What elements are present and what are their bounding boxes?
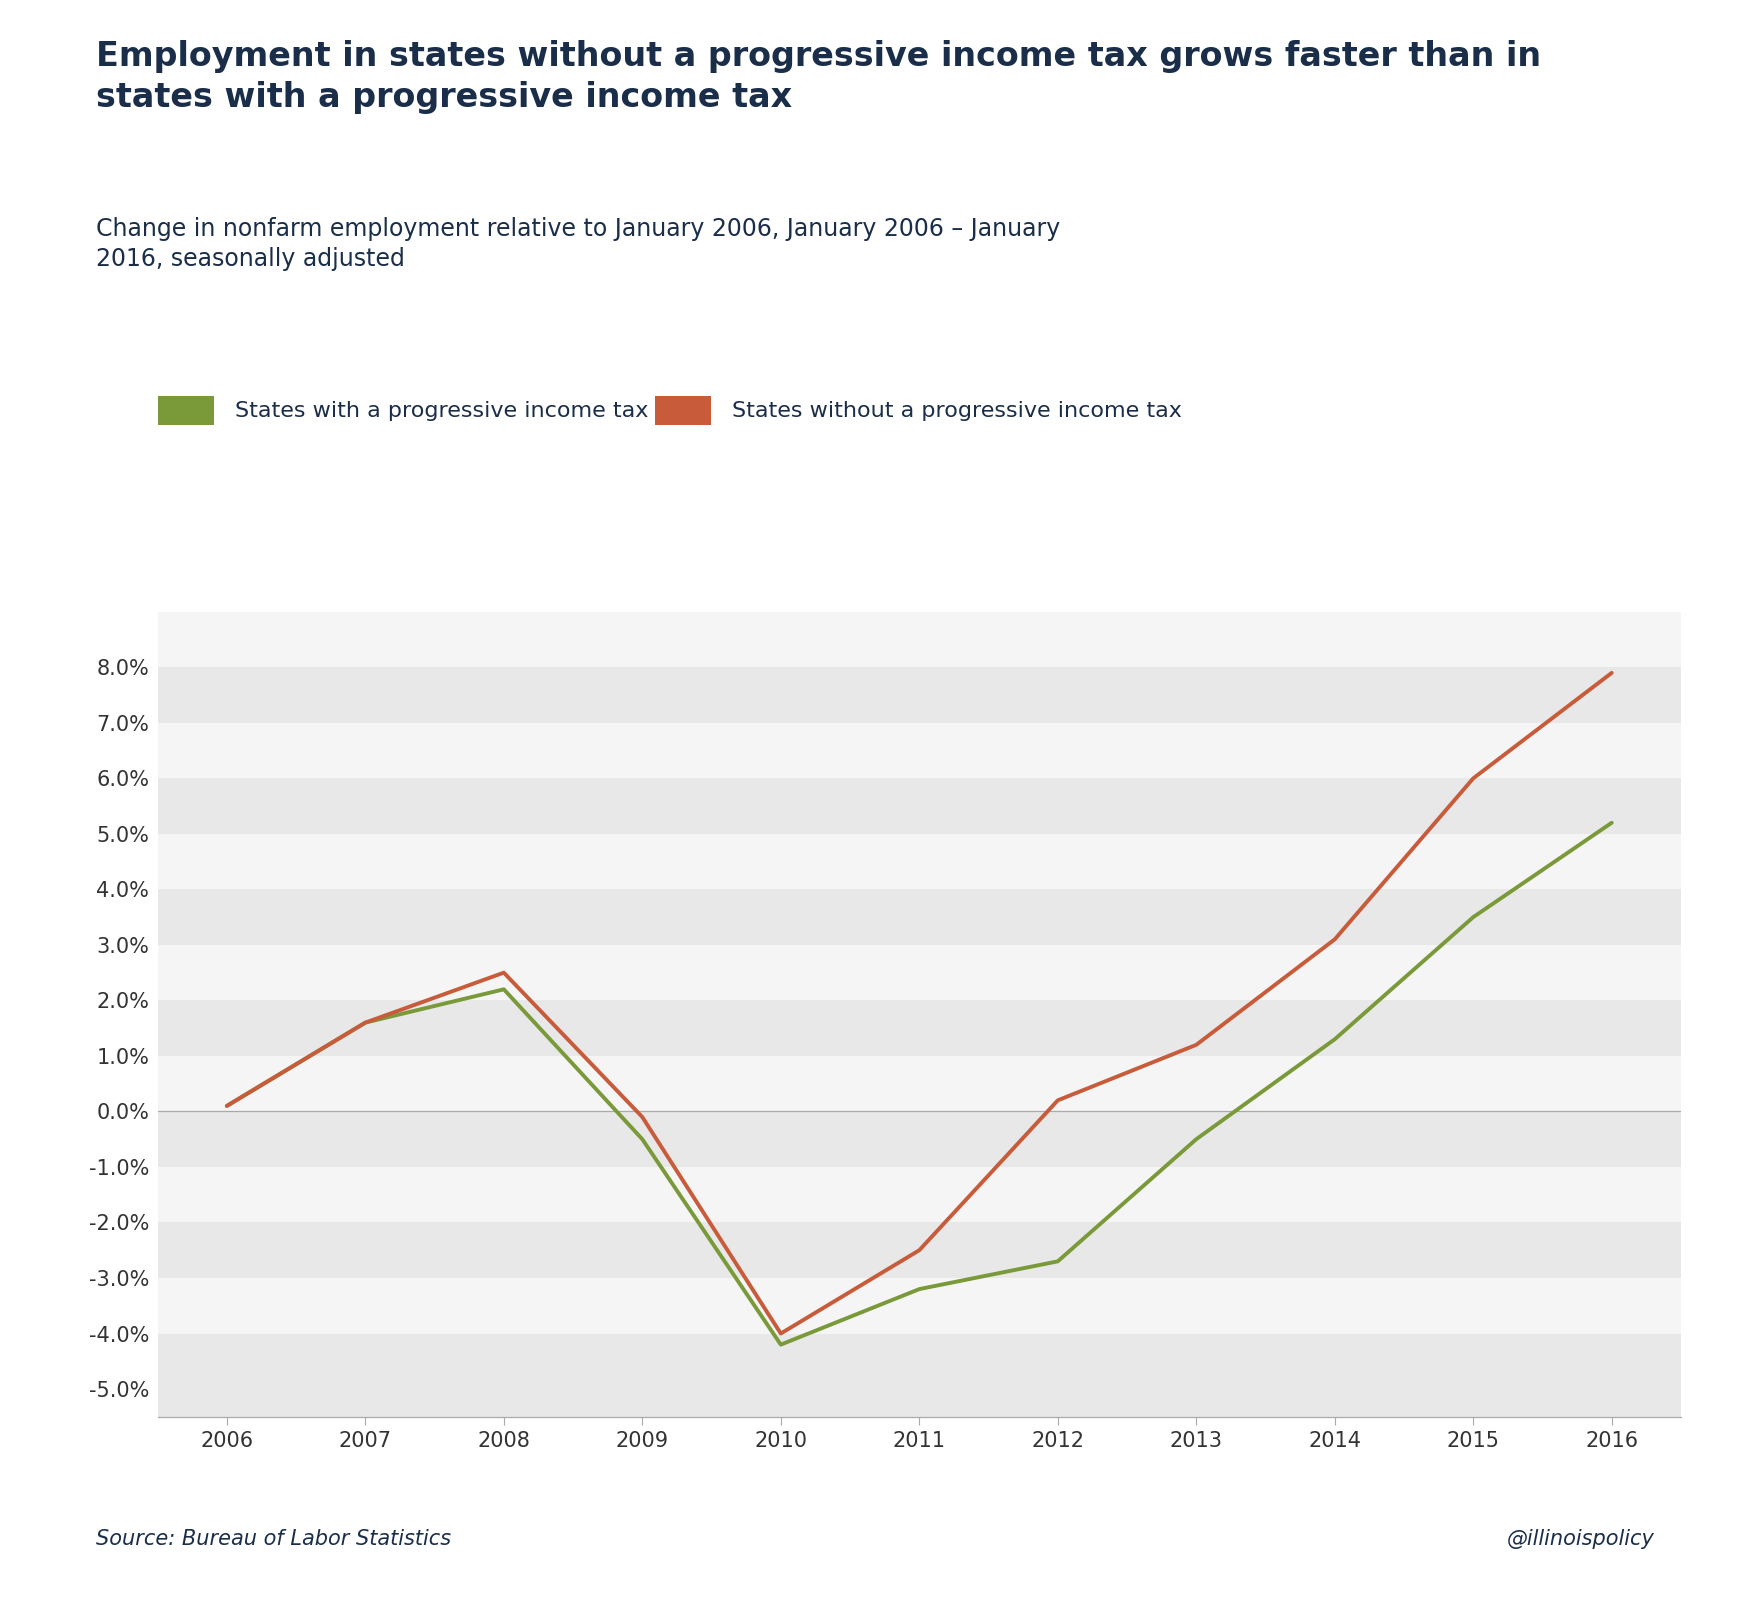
- Bar: [158, 612, 1681, 667]
- Text: States without a progressive income tax: States without a progressive income tax: [732, 401, 1182, 420]
- Bar: [158, 778, 1681, 834]
- Bar: [158, 1222, 1681, 1278]
- Bar: [158, 889, 1681, 945]
- Bar: [158, 1278, 1681, 1333]
- Bar: [158, 667, 1681, 723]
- Bar: [158, 1333, 1681, 1389]
- Text: Source: Bureau of Labor Statistics: Source: Bureau of Labor Statistics: [96, 1530, 452, 1549]
- Bar: [158, 1167, 1681, 1222]
- Text: @illinoispolicy: @illinoispolicy: [1508, 1530, 1655, 1549]
- Bar: [158, 723, 1681, 778]
- Bar: [158, 1000, 1681, 1056]
- Bar: [158, 1056, 1681, 1111]
- Text: Change in nonfarm employment relative to January 2006, January 2006 – January
20: Change in nonfarm employment relative to…: [96, 217, 1061, 270]
- Bar: [158, 1389, 1681, 1417]
- Text: Employment in states without a progressive income tax grows faster than in
state: Employment in states without a progressi…: [96, 40, 1541, 114]
- Bar: [158, 834, 1681, 889]
- Bar: [158, 945, 1681, 1000]
- Text: States with a progressive income tax: States with a progressive income tax: [235, 401, 648, 420]
- Bar: [158, 1111, 1681, 1167]
